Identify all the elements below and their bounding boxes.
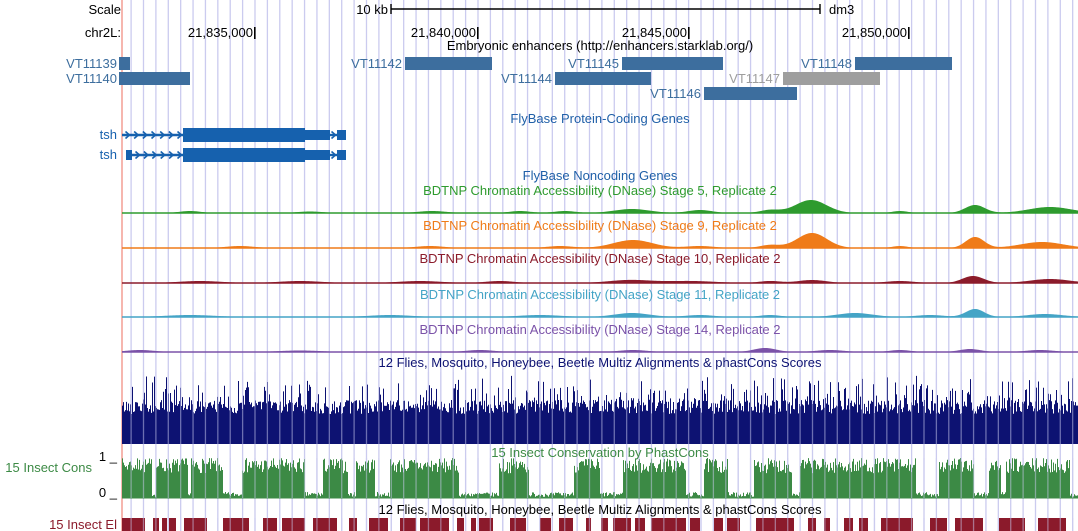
- conserved-elements-blocks[interactable]: [122, 518, 1066, 531]
- gene-label-tsh[interactable]: tsh: [99, 147, 117, 162]
- gene-model-tsh[interactable]: [126, 148, 346, 162]
- track-title-dnase-stage10[interactable]: BDTNP Chromatin Accessibility (DNase) St…: [419, 251, 781, 266]
- dnase-signal-stage[interactable]: [122, 199, 1078, 214]
- track-title-flybase-coding[interactable]: FlyBase Protein-Coding Genes: [510, 111, 690, 126]
- track-title-dnase-stage5[interactable]: BDTNP Chromatin Accessibility (DNase) St…: [423, 183, 777, 198]
- ruler-tick-label[interactable]: 21,840,000: [410, 25, 476, 40]
- scale-label: Scale: [88, 2, 121, 17]
- enhancer-block-VT11145[interactable]: [622, 57, 723, 70]
- ruler-tick: [254, 27, 256, 39]
- track-title-enhancers[interactable]: Embryonic enhancers (http://enhancers.st…: [446, 38, 754, 53]
- enhancer-block-VT11147[interactable]: [783, 72, 880, 85]
- track-title-multiz[interactable]: 12 Flies, Mosquito, Honeybee, Beetle Mul…: [378, 355, 822, 370]
- track-title-dnase-stage11[interactable]: BDTNP Chromatin Accessibility (DNase) St…: [419, 287, 781, 302]
- enhancer-label-VT11142[interactable]: VT11142: [351, 56, 402, 71]
- dnase-signal-stage[interactable]: [122, 275, 1078, 284]
- cons-track-left-label[interactable]: 15 Insect Cons: [5, 460, 92, 475]
- enhancer-label-VT11147[interactable]: VT11147: [729, 71, 780, 86]
- multiz-histogram[interactable]: [122, 375, 1078, 444]
- enhancer-block-VT11142[interactable]: [405, 57, 492, 70]
- enhancer-block-VT11146[interactable]: [704, 87, 797, 100]
- ruler-tick: [477, 27, 479, 39]
- dnase-signal-stage[interactable]: [122, 308, 1078, 318]
- ruler-tick-label[interactable]: 21,850,000: [841, 25, 907, 40]
- enhancer-label-VT11145[interactable]: VT11145: [568, 56, 619, 71]
- ruler-tick: [688, 27, 690, 39]
- track-title-dnase-stage9[interactable]: BDTNP Chromatin Accessibility (DNase) St…: [423, 218, 777, 233]
- dnase-signal-stage[interactable]: [122, 347, 1078, 353]
- enhancer-label-VT11139[interactable]: VT11139: [66, 56, 117, 71]
- gene-label-tsh[interactable]: tsh: [99, 127, 117, 142]
- grid-overlay: [130, 372, 1074, 531]
- chrom-label: chr2L:: [84, 25, 121, 40]
- assembly-label: dm3: [829, 2, 855, 17]
- track-title-dnase-stage14[interactable]: BDTNP Chromatin Accessibility (DNase) St…: [419, 322, 781, 337]
- enhancer-block-VT11148[interactable]: [855, 57, 952, 70]
- phastcons-histogram[interactable]: [122, 458, 1078, 499]
- enhancer-label-VT11146[interactable]: VT11146: [650, 86, 701, 101]
- enhancer-label-VT11148[interactable]: VT11148: [801, 56, 852, 71]
- enhancer-label-VT11144[interactable]: VT11144: [501, 71, 552, 86]
- enhancer-label-VT11140[interactable]: VT11140: [66, 71, 117, 86]
- enhancer-block-VT11139[interactable]: [119, 57, 130, 70]
- track-title-multiz-elements[interactable]: 12 Flies, Mosquito, Honeybee, Beetle Mul…: [378, 502, 822, 517]
- gene-model-tsh[interactable]: [122, 128, 346, 142]
- ruler-tick-label[interactable]: 21,835,000: [187, 25, 253, 40]
- cons-axis-min: 0 _: [98, 485, 117, 500]
- elements-track-left-label[interactable]: 15 Insect El: [49, 517, 117, 531]
- enhancer-block-VT11144[interactable]: [555, 72, 651, 85]
- cons-axis-max: 1 _: [98, 449, 117, 464]
- track-title-phastcons[interactable]: 15 Insect Conservation by PhastCons: [491, 445, 709, 460]
- ruler-tick: [908, 27, 910, 39]
- scalebar-size-label: 10 kb: [356, 2, 388, 17]
- ruler-tick-label[interactable]: 21,845,000: [621, 25, 687, 40]
- track-title-flybase-noncoding[interactable]: FlyBase Noncoding Genes: [522, 168, 678, 183]
- dnase-signal-stage[interactable]: [122, 232, 1078, 249]
- enhancer-block-VT11140[interactable]: [119, 72, 190, 85]
